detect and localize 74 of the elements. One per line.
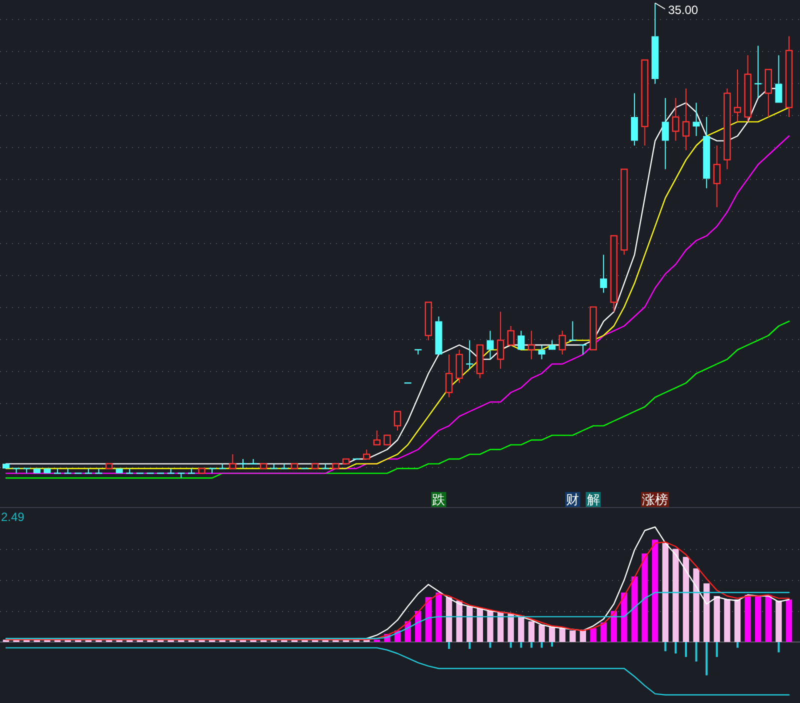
candlestick [486, 330, 494, 360]
bar [425, 597, 432, 642]
bar [642, 553, 648, 642]
x-tick-label: 涨榜 [642, 492, 668, 507]
candlestick [734, 69, 742, 122]
bar [672, 548, 679, 642]
bar [716, 642, 718, 657]
bar [703, 583, 710, 642]
candlestick [713, 145, 720, 208]
bar [530, 642, 532, 648]
bar [540, 642, 543, 648]
bar [652, 540, 658, 642]
candlestick [630, 92, 638, 146]
annotation: 35.00 [668, 3, 698, 17]
bar [674, 642, 677, 654]
bar [551, 642, 554, 647]
candlestick [496, 311, 504, 370]
bar [765, 594, 772, 642]
bar [456, 600, 462, 642]
bar [682, 556, 690, 642]
candlestick [445, 354, 453, 398]
x-tick-label: 解 [586, 492, 600, 507]
bar [724, 599, 730, 642]
bar [489, 642, 492, 648]
candlestick [785, 36, 793, 118]
bar [548, 627, 556, 642]
bar [487, 610, 494, 642]
candlestick [692, 102, 700, 136]
bar [706, 642, 708, 676]
candlestick [538, 344, 546, 360]
bar [778, 642, 780, 652]
bar [538, 624, 545, 642]
x-tick-label: 财 [566, 492, 580, 507]
candlestick [703, 116, 710, 189]
bar [520, 642, 522, 648]
bar [684, 642, 687, 657]
bar [631, 576, 638, 642]
candlestick [662, 98, 669, 170]
bar [436, 592, 442, 642]
text: 2.49 [1, 510, 25, 524]
bar [528, 621, 535, 642]
bar [776, 600, 782, 642]
bar [600, 622, 607, 642]
bar [510, 642, 512, 648]
bar [559, 628, 566, 642]
candlestick [652, 2, 659, 84]
candlestick [528, 330, 536, 360]
bar [736, 642, 738, 648]
candlestick [600, 254, 608, 294]
bar [518, 616, 524, 642]
candlestick [682, 88, 690, 151]
candlestick [744, 54, 752, 122]
bar [448, 642, 450, 649]
bar [693, 568, 700, 642]
candlestick [672, 98, 680, 142]
bar [786, 599, 792, 642]
bar [664, 642, 666, 652]
bar [570, 630, 576, 642]
bar [580, 630, 586, 642]
bar [714, 596, 720, 642]
candlestick [754, 45, 762, 98]
bar [468, 642, 471, 649]
bar [466, 606, 473, 642]
bar [446, 597, 452, 642]
bar [508, 613, 514, 642]
bar [744, 594, 751, 642]
bar [734, 599, 741, 642]
bar [755, 596, 762, 642]
bar [497, 612, 504, 642]
bar [695, 642, 698, 662]
bar [590, 628, 596, 642]
x-tick-label: 跌 [432, 492, 446, 507]
bar [621, 592, 628, 642]
bar [662, 543, 668, 642]
